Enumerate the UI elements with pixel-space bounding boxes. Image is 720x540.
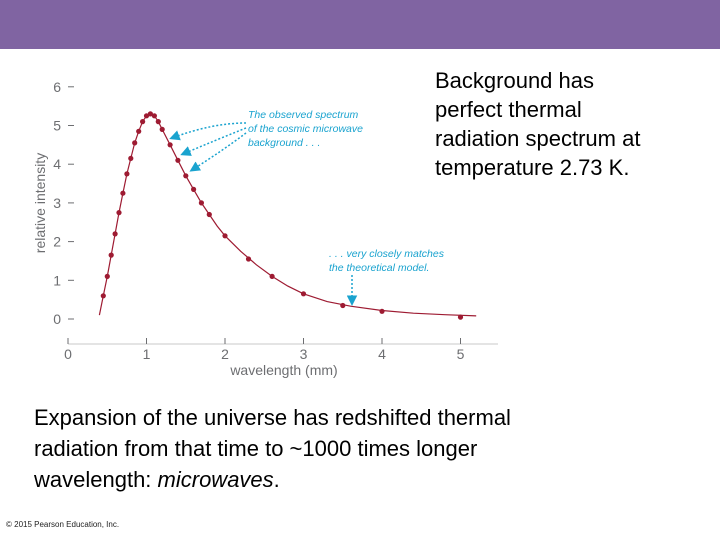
data-point [159, 126, 165, 132]
side-text-line: temperature 2.73 K. [435, 155, 630, 180]
y-tick-label: 1 [53, 272, 61, 288]
y-tick-label: 5 [53, 118, 61, 134]
data-point [100, 293, 106, 299]
copyright-footer: © 2015 Pearson Education, Inc. [6, 520, 120, 529]
data-point [198, 200, 204, 206]
data-point [108, 252, 114, 258]
data-point [183, 173, 189, 179]
x-axis-label: wavelength (mm) [229, 362, 337, 378]
data-point [245, 256, 252, 262]
data-point [120, 190, 126, 196]
x-tick-label: 1 [143, 346, 151, 362]
data-point [155, 119, 161, 125]
data-point [191, 186, 197, 192]
data-point [140, 119, 146, 125]
arrow-observed-3 [189, 132, 247, 172]
x-tick-label: 5 [457, 346, 465, 362]
data-point [206, 211, 212, 218]
line3-emphasis: microwaves [157, 467, 274, 492]
data-point [167, 142, 173, 148]
data-point [132, 140, 138, 146]
side-description: Background has perfect thermal radiation… [435, 66, 715, 182]
arrow-observed-1 [169, 122, 247, 141]
line3-start: wavelength: [34, 467, 158, 492]
data-point [222, 233, 228, 239]
bottom-text-line3: wavelength: microwaves. [34, 464, 704, 495]
annotation-model-line1: . . . very closely matches [329, 248, 445, 260]
model-curve [98, 113, 477, 317]
side-text-line: Background has [435, 68, 594, 93]
annotation-observed-line3: background . . . [248, 137, 320, 149]
data-point [112, 231, 118, 237]
header-bar [0, 0, 720, 49]
annotation-layer: The observed spectrum of the cosmic micr… [169, 109, 445, 306]
spectrum-chart: 0 1 2 3 4 5 6 0 1 2 3 4 5 wavelength (mm) relative int… [32, 79, 498, 378]
data-point [151, 113, 157, 119]
data-point [143, 113, 150, 119]
model-curve-layer [98, 113, 477, 317]
y-tick-label: 2 [53, 234, 61, 250]
data-point [340, 302, 346, 309]
data-point [147, 111, 153, 117]
data-point [175, 157, 181, 163]
data-point [128, 155, 134, 161]
y-tick-label: 6 [53, 79, 61, 95]
data-point [136, 128, 142, 134]
y-tick-label: 3 [53, 195, 61, 211]
observed-points-layer [100, 111, 464, 320]
data-point [457, 314, 464, 320]
y-tick-label: 0 [53, 311, 61, 327]
data-point [300, 291, 307, 297]
data-point [269, 273, 275, 279]
data-point [116, 210, 122, 216]
annotation-model-line2: the theoretical model. [329, 262, 429, 274]
data-point [379, 308, 385, 314]
side-text-line: perfect thermal [435, 97, 582, 122]
annotation-observed-line1: The observed spectrum [248, 109, 359, 121]
y-axis-label: relative intensity [32, 153, 48, 253]
axes: 0 1 2 3 4 5 6 0 1 2 3 4 5 wavelength (mm) relative int… [32, 79, 498, 378]
arrow-observed-2 [180, 127, 247, 156]
bottom-text-line1: Expansion of the universe has redshifted… [34, 405, 511, 430]
annotation-observed-line2: of the cosmic microwave [248, 123, 363, 135]
data-point [124, 171, 130, 177]
x-tick-label: 3 [300, 346, 308, 362]
x-tick-label: 4 [378, 346, 386, 362]
side-text-line: radiation spectrum at [435, 126, 641, 151]
line3-end: . [273, 467, 280, 492]
bottom-text-line2: radiation from that time to ~1000 times … [34, 436, 478, 461]
bottom-description: Expansion of the universe has redshifted… [34, 402, 704, 495]
data-point [104, 273, 110, 279]
x-tick-label: 0 [64, 346, 72, 362]
x-tick-label: 2 [221, 346, 229, 362]
y-tick-label: 4 [53, 156, 61, 172]
